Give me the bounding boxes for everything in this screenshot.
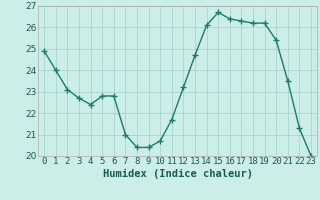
X-axis label: Humidex (Indice chaleur): Humidex (Indice chaleur) xyxy=(103,169,252,179)
